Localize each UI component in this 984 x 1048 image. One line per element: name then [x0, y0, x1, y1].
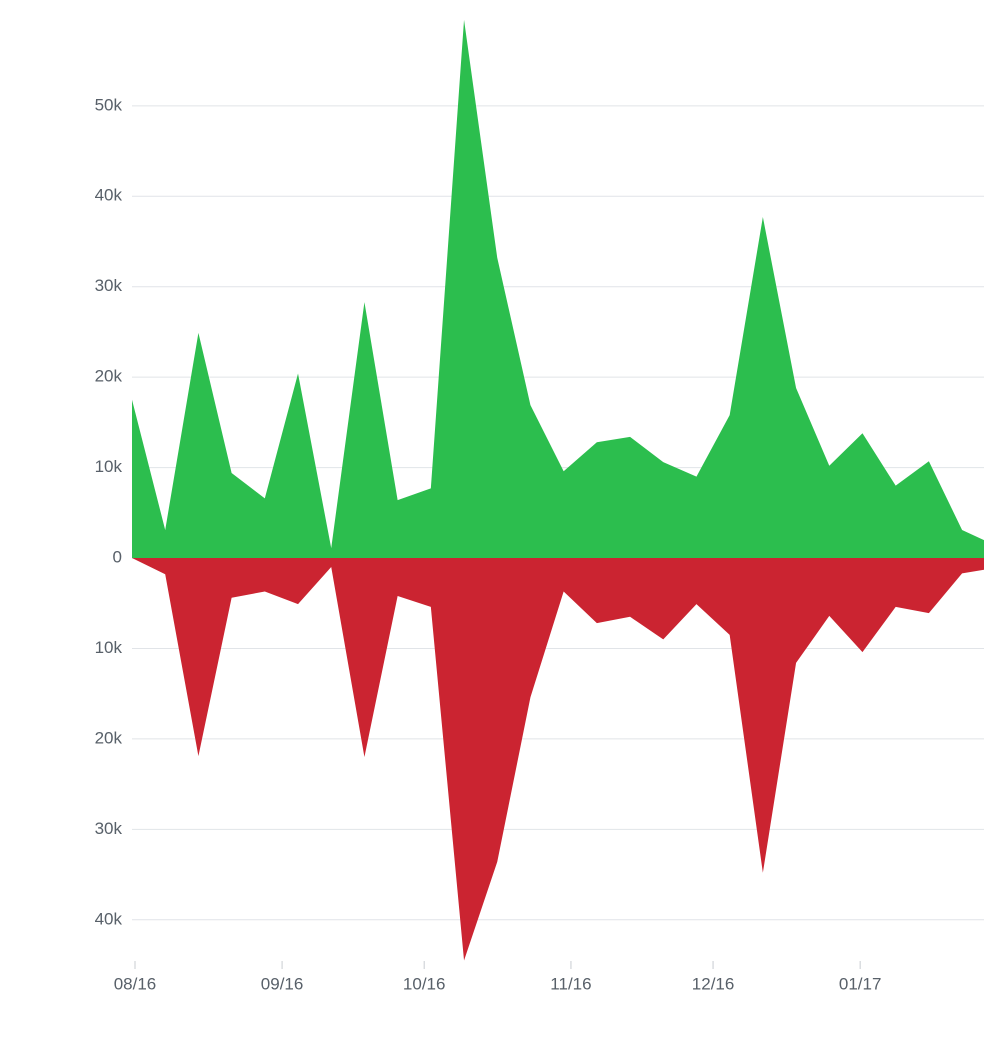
y-tick-label: 10k: [95, 457, 123, 476]
area: [132, 558, 984, 961]
x-tick-label: 01/17: [839, 974, 882, 993]
x-tick-label: 10/16: [403, 974, 446, 993]
y-tick-label: 10k: [95, 638, 123, 657]
y-tick-label: 0: [113, 548, 122, 567]
x-tick-label: 09/16: [261, 974, 304, 993]
x-tick-label: 08/16: [114, 974, 157, 993]
y-tick-label: 50k: [95, 95, 123, 114]
x-tick-label: 11/16: [550, 974, 591, 993]
y-tick-label: 30k: [95, 819, 123, 838]
y-tick-label: 20k: [95, 367, 123, 386]
axes: 40k 30k 20k 10k 0 10k 20k 30k 40k 50k 08/16 09/16 10…: [95, 95, 882, 993]
plot-area: [132, 19, 984, 961]
x-tick-label: 12/16: [692, 974, 735, 993]
y-tick-label: 20k: [95, 728, 123, 747]
y-tick-label: 30k: [95, 276, 123, 295]
y-tick-label: 40k: [95, 186, 123, 205]
y-tick-label: 40k: [95, 909, 123, 928]
area: [132, 19, 984, 559]
